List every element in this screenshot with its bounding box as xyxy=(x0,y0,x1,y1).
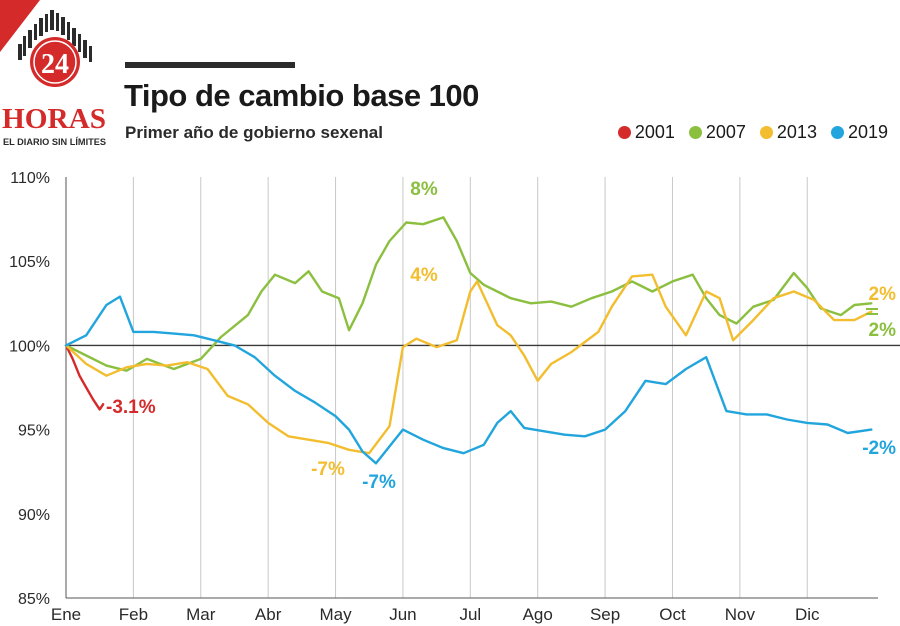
x-tick-label: May xyxy=(319,605,352,624)
title-rule xyxy=(125,62,295,68)
label-2019-trough: -7% xyxy=(362,472,396,493)
chart-subtitle: Primer año de gobierno sexenal xyxy=(125,123,383,142)
legend-item-2019: 2019 xyxy=(830,122,888,143)
y-tick-label: 85% xyxy=(18,591,50,608)
label-2001-end: -3.1% xyxy=(106,397,156,418)
x-tick-label: Mar xyxy=(186,605,216,624)
x-tick-label: Sep xyxy=(590,605,620,624)
x-tick-label: Oct xyxy=(659,605,686,624)
x-tick-label: Ene xyxy=(51,605,81,624)
x-tick-label: Abr xyxy=(255,605,282,624)
legend-label-2013: 2013 xyxy=(776,122,817,142)
legend-swatch-2001 xyxy=(617,126,631,139)
x-tick-label: Jun xyxy=(389,605,416,624)
x-tick-label: Ago xyxy=(523,605,553,624)
x-tick-label: Nov xyxy=(725,605,756,624)
chart-legend: 2001 2007 2013 2019 xyxy=(617,122,888,143)
y-tick-label: 110% xyxy=(10,170,50,187)
label-2007-end: 2% xyxy=(869,320,897,341)
legend-item-2013: 2013 xyxy=(759,122,817,143)
legend-label-2007: 2007 xyxy=(705,122,746,142)
legend-item-2001: 2001 xyxy=(617,122,675,143)
legend-swatch-2007 xyxy=(688,126,702,139)
series-line-2007 xyxy=(64,216,873,372)
legend-swatch-2013 xyxy=(759,126,773,139)
series-line-2001 xyxy=(64,344,105,411)
chart-title: Tipo de cambio base 100 xyxy=(124,78,479,113)
x-tick-label: Feb xyxy=(119,605,148,624)
legend-swatch-2019 xyxy=(830,126,844,139)
brand-logo: 24 HORAS EL DIARIO SIN LÍMITES xyxy=(0,0,106,147)
y-tick-label: 95% xyxy=(18,423,50,440)
y-tick-label: 100% xyxy=(9,338,50,355)
label-2019-end: -2% xyxy=(862,438,896,459)
legend-item-2007: 2007 xyxy=(688,122,746,143)
label-2007-peak: 8% xyxy=(410,179,438,200)
x-tick-label: Dic xyxy=(795,605,820,624)
logo-circle xyxy=(30,37,80,87)
label-2013-trough: -7% xyxy=(311,459,345,480)
logo-tagline: EL DIARIO SIN LÍMITES xyxy=(3,137,106,147)
legend-label-2001: 2001 xyxy=(634,122,675,142)
logo-name: HORAS xyxy=(2,104,106,135)
x-tick-label: Jul xyxy=(459,605,481,624)
label-2013-end: 2% xyxy=(869,284,897,305)
series-line-2019 xyxy=(64,295,873,465)
series-line-2013 xyxy=(64,273,873,455)
label-2013-peak: 4% xyxy=(410,265,438,286)
y-tick-label: 105% xyxy=(9,254,50,271)
logo-number: 24 xyxy=(41,49,69,80)
logo-skyline xyxy=(18,10,92,62)
y-tick-label: 90% xyxy=(18,507,50,524)
logo-corner xyxy=(0,0,40,52)
legend-label-2019: 2019 xyxy=(847,122,888,142)
